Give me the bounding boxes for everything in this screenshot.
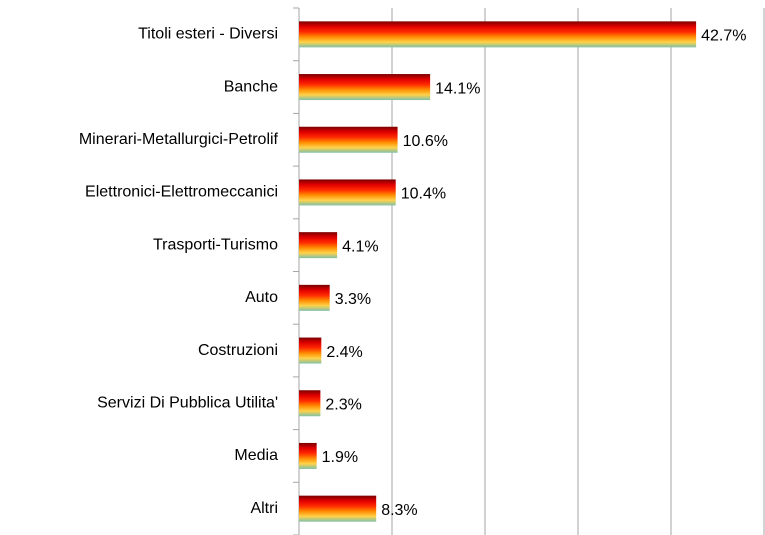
bar [299, 74, 431, 101]
y-tick-label: Altri [250, 500, 278, 517]
y-tick-label: Trasporti-Turismo [153, 236, 278, 253]
bar [299, 179, 396, 206]
y-tick-label: Media [234, 447, 278, 464]
y-tick-label: Costruzioni [198, 342, 278, 359]
value-label: 10.4% [401, 186, 446, 203]
bar [299, 284, 330, 311]
bar [299, 442, 317, 469]
value-label: 2.3% [325, 396, 361, 413]
value-label: 3.3% [335, 291, 371, 308]
y-tick-label: Banche [224, 78, 278, 95]
y-tick-label: Minerari-Metallurgici-Petrolif [79, 131, 279, 148]
value-label: 8.3% [381, 502, 417, 519]
value-label: 10.6% [403, 133, 448, 150]
value-label: 1.9% [322, 449, 358, 466]
value-label: 14.1% [435, 80, 480, 97]
bar [299, 337, 322, 364]
bar [299, 495, 377, 522]
y-tick-label: Elettronici-Elettromeccanici [85, 184, 278, 201]
bar [299, 126, 398, 153]
y-tick-label: Auto [245, 289, 278, 306]
bar [299, 232, 338, 259]
bar [299, 390, 321, 417]
value-label: 42.7% [701, 28, 746, 45]
y-tick-label: Servizi Di Pubblica Utilita' [97, 394, 278, 411]
y-tick-label: Titoli esteri - Diversi [138, 26, 278, 43]
value-label: 4.1% [342, 238, 378, 255]
value-label: 2.4% [326, 344, 362, 361]
bar [299, 21, 697, 48]
